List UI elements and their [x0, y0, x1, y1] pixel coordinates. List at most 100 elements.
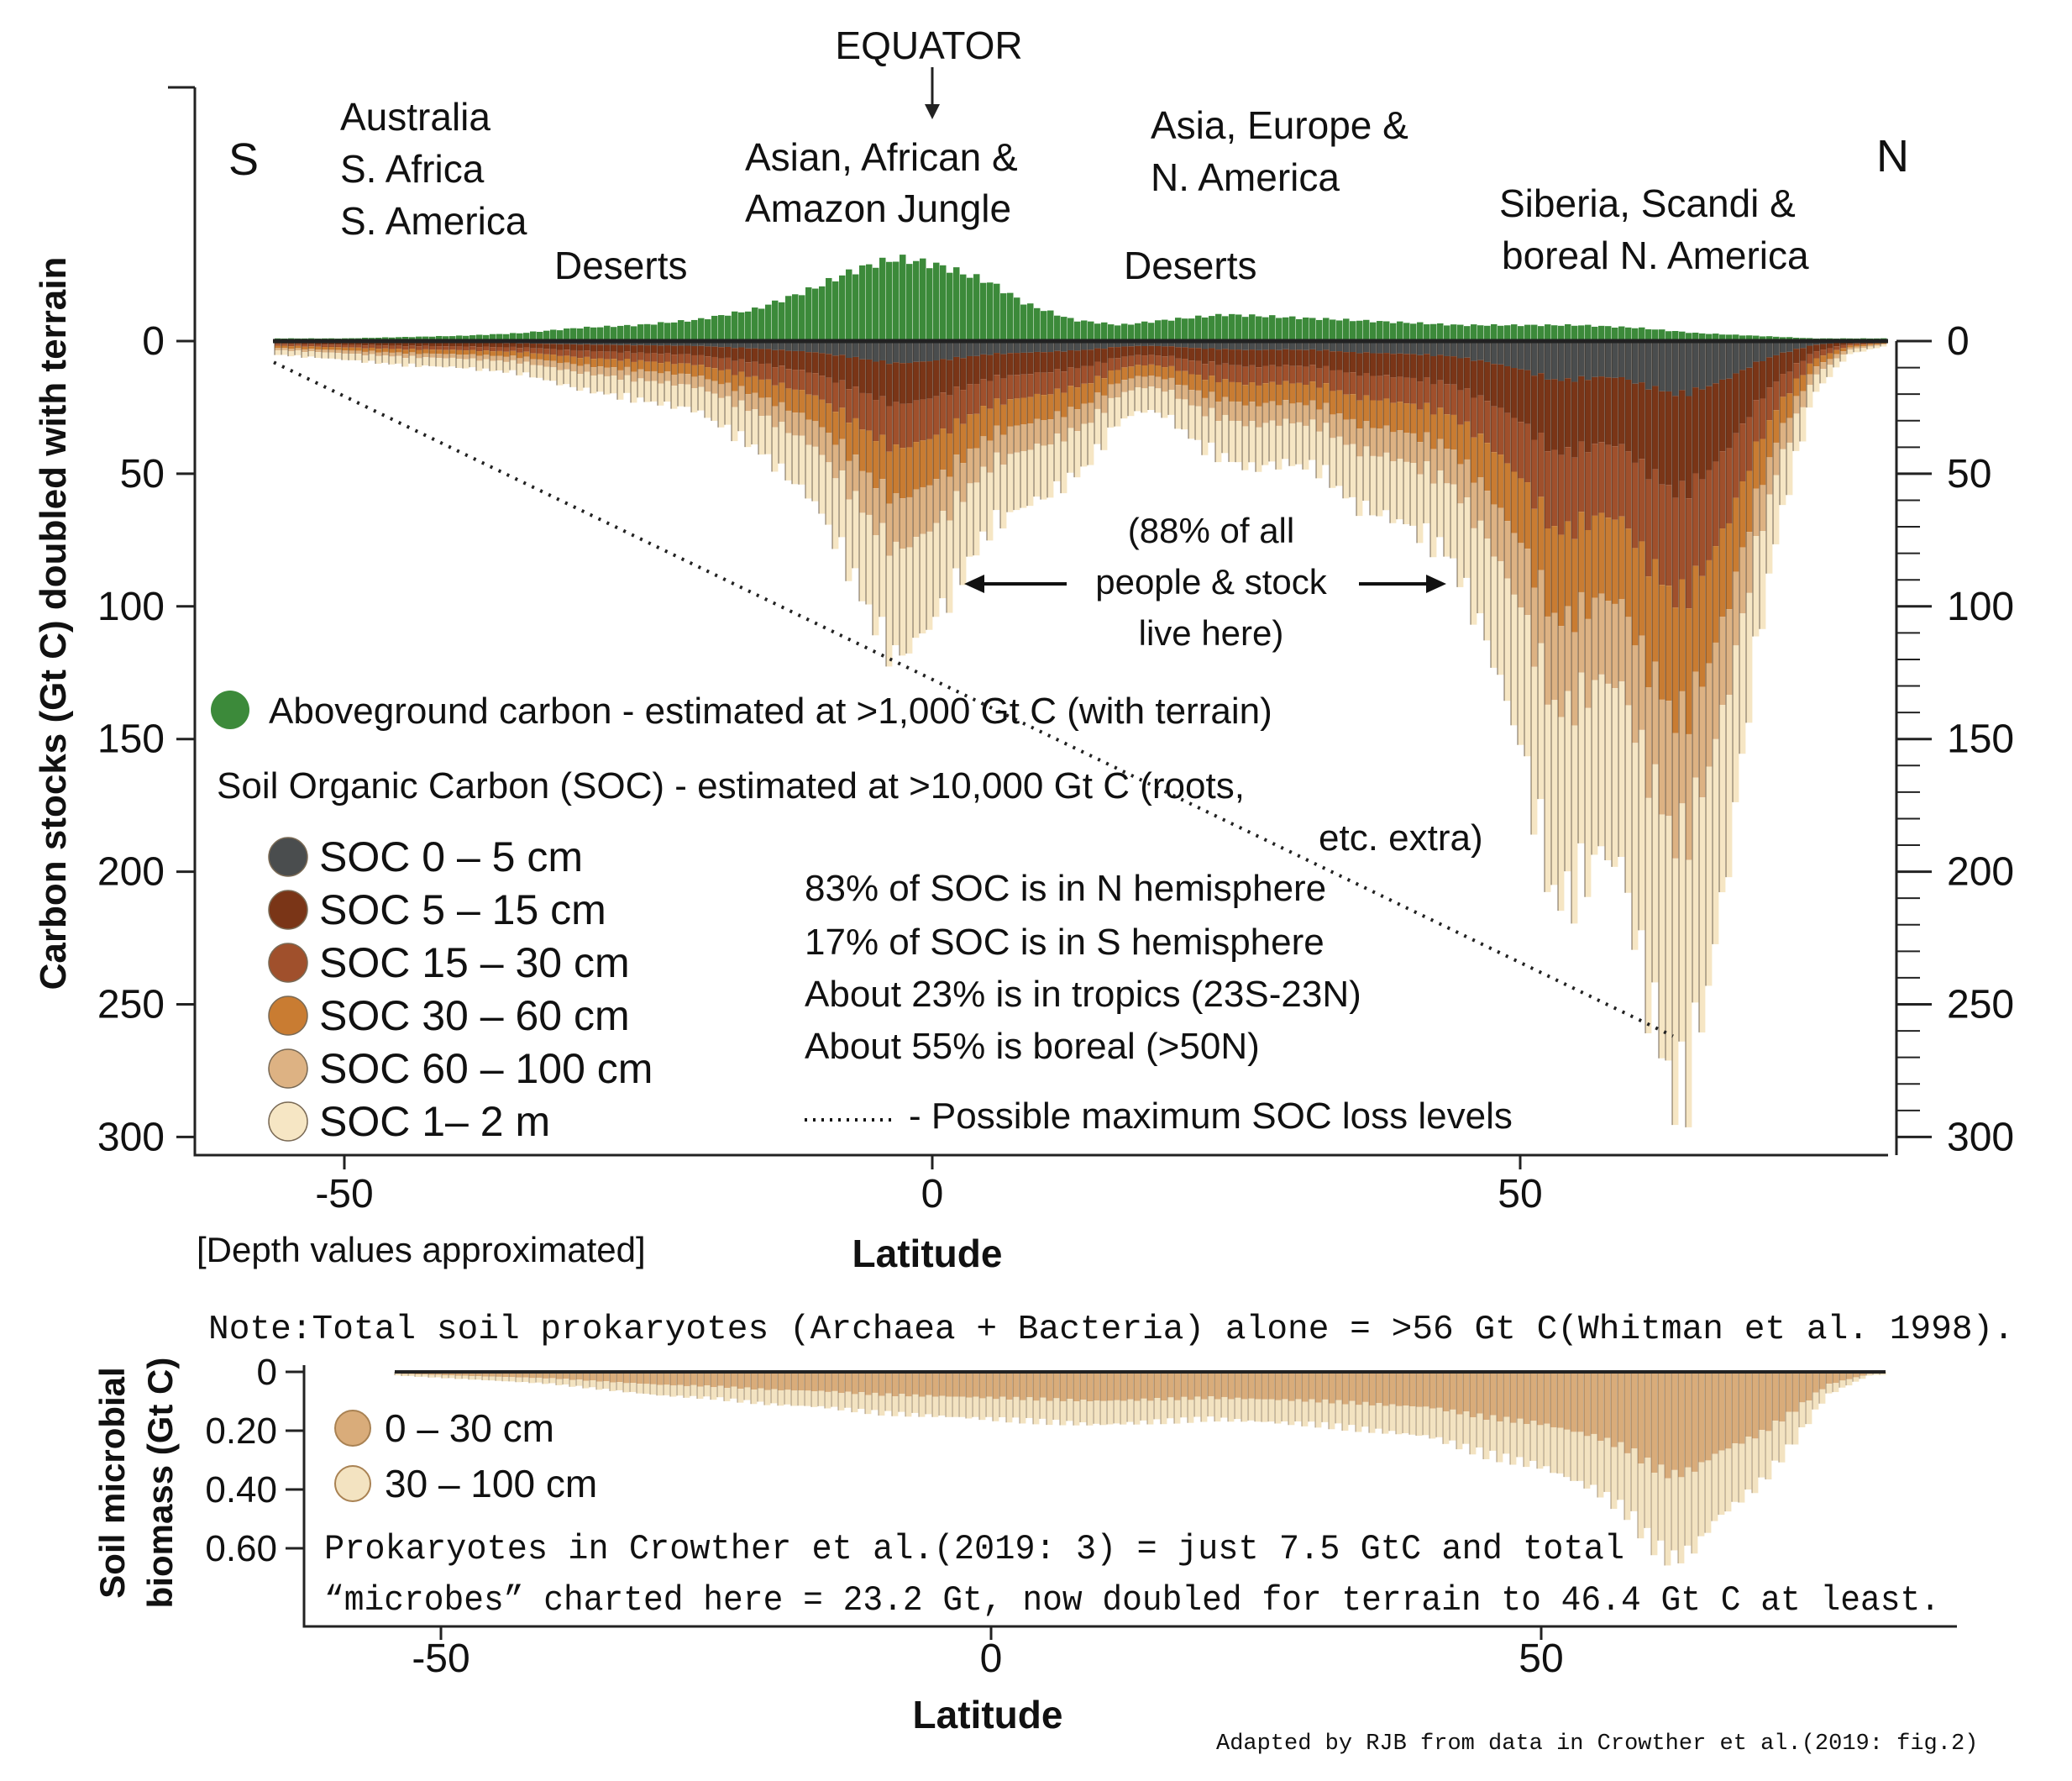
aboveground-bar: [1645, 328, 1652, 341]
soc-bar-segment: [1229, 420, 1235, 462]
mic-bar-top: [798, 1372, 805, 1391]
soc-bar-segment: [1652, 661, 1659, 764]
soc-bar-segment: [1531, 439, 1538, 509]
soc-bar-segment: [1739, 547, 1746, 614]
soc-bar-segment: [1833, 358, 1840, 368]
aboveground-bar: [1484, 325, 1491, 341]
soc-bar-segment: [1229, 349, 1235, 365]
soc-bar-segment: [1477, 477, 1484, 521]
soc-bar-segment: [396, 352, 402, 356]
soc-bar-segment: [537, 359, 543, 365]
mic-bar-top: [1463, 1372, 1470, 1412]
soc-bar-segment: [1061, 351, 1067, 372]
mic-bar-top: [1739, 1372, 1745, 1444]
soc-bar-segment: [1175, 358, 1182, 371]
mic-bar-top: [845, 1372, 852, 1392]
mic-bar-bottom: [1396, 1405, 1403, 1435]
soc-bar-segment: [947, 433, 953, 477]
soc-bar-segment: [1753, 488, 1760, 537]
soc-bar-segment: [987, 408, 994, 441]
soc-bar-segment: [1141, 341, 1148, 346]
soc-bar-segment: [691, 376, 698, 389]
soc-bar-segment: [1020, 451, 1027, 508]
mic-bar-top: [543, 1372, 549, 1379]
soc-bar-segment: [1867, 344, 1874, 345]
soc-bar-segment: [1665, 816, 1672, 1061]
soc-bar-segment: [732, 360, 738, 376]
soc-bar-segment: [893, 541, 900, 646]
soc-bar-segment: [940, 341, 947, 360]
soc-bar-segment: [409, 352, 416, 356]
bottom-x-tick-label: -50: [412, 1637, 469, 1681]
mic-bar-top: [1429, 1372, 1436, 1409]
aboveground-bar: [1363, 319, 1370, 341]
mic-bar-top: [670, 1372, 677, 1386]
soc-bar-segment: [960, 341, 967, 359]
soc-bar-segment: [1309, 365, 1316, 382]
aboveground-bar: [839, 275, 846, 341]
soc-bar-segment: [758, 397, 765, 417]
soc-bar-segment: [1733, 433, 1739, 498]
mic-bar-top: [1423, 1372, 1429, 1407]
mic-bar-top: [690, 1372, 697, 1385]
soc-bar-segment: [1786, 341, 1793, 352]
soc-bar-segment: [987, 440, 994, 473]
soc-bar-segment: [785, 369, 792, 389]
soc-bar-segment: [1645, 576, 1652, 688]
mic-bar-bottom: [831, 1390, 838, 1407]
soc-bar-segment: [1182, 359, 1188, 371]
soc-bar-segment: [382, 348, 389, 352]
soc-bar-segment: [510, 360, 517, 370]
soc-bar-segment: [1410, 341, 1417, 355]
soc-bar-segment: [1518, 478, 1524, 544]
soc-bar-segment: [799, 370, 805, 391]
aboveground-bar: [422, 336, 429, 341]
mic-bar-bottom: [1658, 1464, 1665, 1541]
soc-bar-segment: [624, 344, 631, 352]
mic-bar-top: [1147, 1372, 1154, 1401]
south-label: S: [228, 134, 259, 185]
soc-bar-segment: [1504, 521, 1511, 579]
soc-bar-segment: [1215, 341, 1222, 350]
soc-bar-segment: [1659, 814, 1665, 1059]
mic-bar-top: [959, 1372, 966, 1397]
aboveground-bar: [1115, 325, 1121, 341]
soc-bar-segment: [597, 351, 604, 359]
soc-bar-segment: [322, 342, 328, 345]
soc-bar-segment: [879, 341, 886, 360]
soc-bar-segment: [597, 344, 604, 352]
soc-bar-segment: [1558, 454, 1565, 535]
aboveground-bar: [1760, 336, 1766, 341]
soc-bar-segment: [1538, 643, 1545, 800]
aboveground-bar: [617, 325, 624, 341]
mic-bar-bottom: [1127, 1399, 1134, 1422]
aboveground-bar: [537, 332, 543, 341]
soc-bar-segment: [308, 351, 315, 357]
soc-bar-segment: [1209, 407, 1215, 443]
max-loss-line: [273, 360, 1674, 1038]
mic-bar-top: [704, 1372, 711, 1386]
mic-bar-bottom: [1329, 1403, 1335, 1430]
soc-bar-segment: [543, 360, 550, 367]
mic-bar-bottom: [1812, 1392, 1819, 1410]
soc-bar-segment: [402, 354, 409, 359]
mic-bar-bottom: [1564, 1429, 1571, 1478]
y-tick-label: 200: [97, 850, 165, 895]
mic-bar-bottom: [811, 1390, 818, 1407]
mic-bar-top: [1591, 1372, 1597, 1434]
soc-bar-segment: [1524, 370, 1531, 424]
soc-bar-segment: [409, 345, 416, 349]
soc-legend-label: SOC 60 – 100 cm: [319, 1045, 653, 1092]
aboveground-bar: [1215, 313, 1222, 341]
soc-bar-segment: [1706, 560, 1713, 664]
soc-bar-segment: [1813, 358, 1820, 367]
bottom-x-ticks: -50 0 50: [412, 1626, 1564, 1681]
soc-bar-segment: [785, 341, 792, 351]
soc-bar-segment: [1027, 423, 1034, 450]
soc-bar-segment: [779, 341, 785, 350]
mic-bar-bottom: [630, 1383, 637, 1392]
soc-bar-segment: [1800, 407, 1807, 442]
mic-bar-bottom: [522, 1377, 529, 1383]
soc-bar-segment: [1618, 516, 1625, 599]
soc-bar-segment: [1786, 393, 1793, 418]
